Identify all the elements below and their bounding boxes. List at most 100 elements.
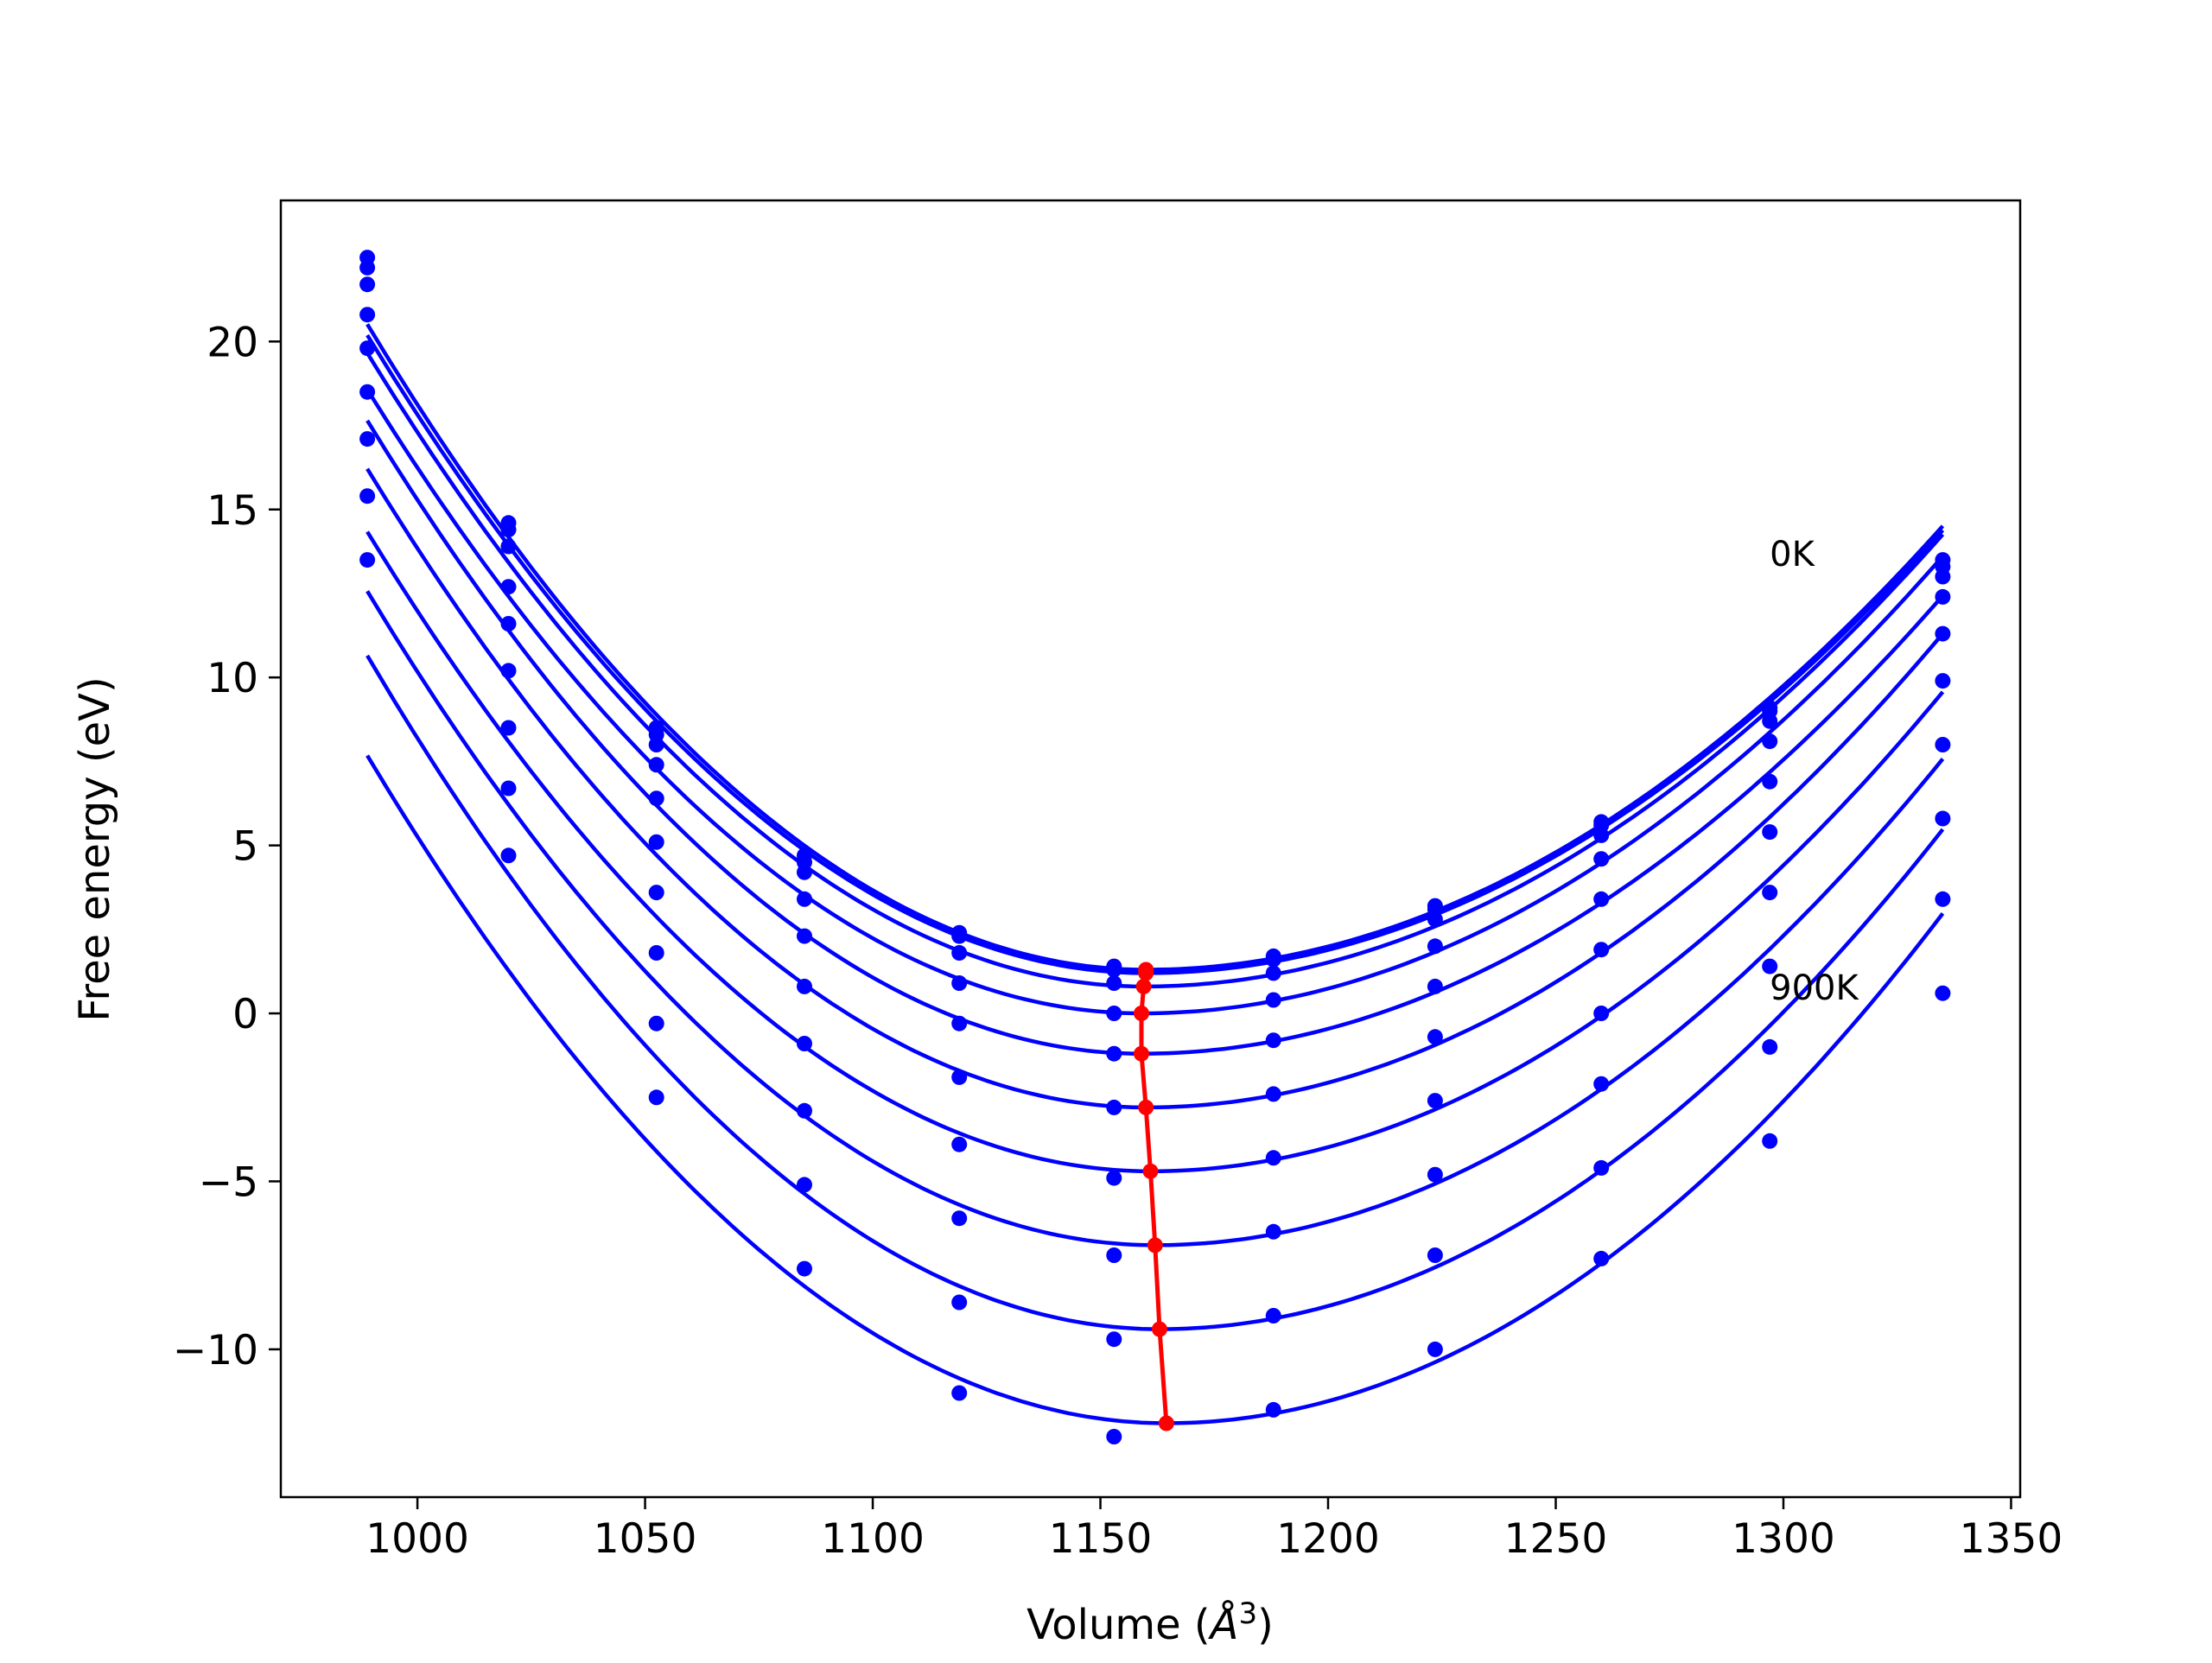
x-axis-label: Volume (Å3) [1027, 1596, 1274, 1649]
equilibrium-point [1138, 965, 1154, 981]
data-point [1427, 1341, 1443, 1357]
data-point [1265, 1223, 1281, 1240]
data-point [648, 757, 664, 773]
x-tick-label: 1050 [594, 1515, 697, 1563]
data-point [797, 1260, 812, 1277]
data-point [1762, 824, 1778, 841]
data-point [797, 1102, 812, 1119]
data-point [359, 384, 376, 400]
equilibrium-point [1135, 978, 1152, 994]
fit-curve [365, 352, 1945, 989]
data-point [1265, 965, 1281, 981]
data-point [359, 307, 376, 323]
data-point [500, 522, 517, 538]
data-point [648, 885, 664, 901]
data-point [1427, 911, 1443, 928]
equilibrium-line [1134, 962, 1174, 1431]
data-point [1762, 885, 1778, 901]
annotations: 0K 900K [1770, 535, 1859, 1008]
plot-frame [279, 199, 2022, 1499]
data-point [1106, 1247, 1122, 1263]
data-point [1593, 827, 1610, 843]
data-point [1935, 588, 1951, 605]
data-point [1265, 951, 1281, 968]
data-point [500, 579, 517, 595]
data-point [1935, 737, 1951, 752]
data-point [1593, 851, 1610, 867]
data-point [1265, 1401, 1281, 1418]
data-point [797, 891, 812, 907]
data-point [797, 1177, 812, 1193]
data-point [648, 1015, 664, 1031]
equilibrium-point [1158, 1415, 1174, 1431]
data-point [1106, 1006, 1122, 1021]
equilibrium-point [1134, 1006, 1149, 1021]
data-point [500, 847, 517, 864]
x-tick-label: 1200 [1276, 1515, 1380, 1563]
data-point [1427, 1247, 1443, 1263]
data-point [951, 1015, 968, 1031]
data-point [1265, 1150, 1281, 1166]
equilibrium-point [1152, 1321, 1167, 1337]
x-tick-label: 1350 [1960, 1515, 2063, 1563]
data-point [1593, 1076, 1610, 1092]
data-point [1427, 938, 1443, 955]
curve-annotation: 0K [1770, 535, 1815, 574]
data-point [1427, 1166, 1443, 1183]
data-point [1593, 942, 1610, 958]
x-tick-label: 1250 [1504, 1515, 1608, 1563]
data-point [500, 538, 517, 555]
y-tick-label: −10 [173, 1327, 258, 1374]
data-point [951, 1294, 968, 1311]
data-point [648, 834, 664, 850]
y-tick-label: 20 [207, 319, 258, 366]
fit-curve [365, 419, 1945, 1056]
data-point [1762, 713, 1778, 729]
equilibrium-point [1138, 1099, 1154, 1115]
data-point [1106, 962, 1122, 978]
data-point [1265, 1086, 1281, 1102]
x-axis-label-exponent: 3 [1238, 1596, 1257, 1631]
y-tick-label: 10 [207, 655, 258, 702]
data-point [1106, 1170, 1122, 1186]
fit-curve [365, 323, 1945, 972]
data-point [1106, 1429, 1122, 1444]
data-point [1935, 625, 1951, 642]
data-point [1935, 891, 1951, 907]
data-point [951, 928, 968, 944]
data-point [1593, 1250, 1610, 1266]
y-tick-label: 5 [232, 823, 258, 871]
data-point [359, 552, 376, 568]
equilibrium-point [1142, 1163, 1159, 1179]
data-point [1935, 568, 1951, 585]
fit-curve [365, 754, 1945, 1425]
data-point [951, 1385, 968, 1401]
data-point [1427, 1093, 1443, 1109]
data-point [1762, 1038, 1778, 1055]
data-point [500, 720, 517, 736]
data-point [1935, 673, 1951, 689]
data-point [797, 1036, 812, 1051]
data-point [797, 864, 812, 880]
data-point [648, 945, 664, 961]
data-point [1935, 985, 1951, 1001]
x-tick-label: 1150 [1049, 1515, 1153, 1563]
data-point [1762, 773, 1778, 790]
y-tick-label: −5 [199, 1158, 258, 1206]
y-tick-label: 0 [232, 991, 258, 1038]
x-axis-ticks: 1000 1050 1100 1150 1200 1250 1300 1350 [365, 1497, 2063, 1563]
data-point [1106, 975, 1122, 991]
x-axis-label-prefix: Volume ( [1027, 1601, 1211, 1649]
data-point [1427, 978, 1443, 994]
data-point [951, 945, 968, 961]
data-point [648, 790, 664, 807]
equilibrium-point [1134, 1045, 1149, 1062]
fit-curve [365, 467, 1945, 1110]
data-point [1935, 810, 1951, 827]
data-point [1106, 1331, 1122, 1348]
data-point [648, 737, 664, 752]
data-point [951, 1069, 968, 1085]
data-point [359, 340, 376, 357]
data-point [1593, 1006, 1610, 1021]
